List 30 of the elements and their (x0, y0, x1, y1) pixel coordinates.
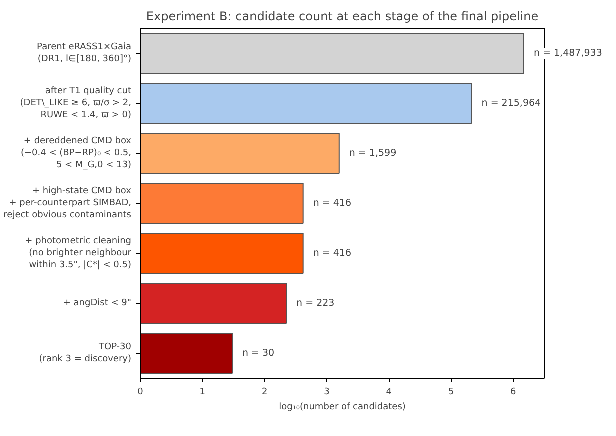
annotation: n = 416 (313, 198, 352, 209)
y-tick-label: Parent eRASS1×Gaia (DR1, l∈[180, 360]°) (37, 42, 132, 64)
bar (140, 83, 472, 124)
bar (140, 133, 340, 174)
bar (140, 283, 288, 324)
x-axis-title: log₁₀(number of candidates) (279, 402, 406, 412)
annotation: n = 416 (313, 248, 352, 259)
bar (140, 33, 524, 74)
annotation: n = 1,487,933 (534, 48, 602, 59)
y-tick-label: + high-state CMD box + per-counterpart SIMBAD, reject obvious contaminants (4, 186, 132, 220)
y-tick-label: TOP-30 (rank 3 = discovery) (39, 342, 132, 364)
x-tick-label: 3 (324, 388, 330, 398)
y-tick-label: after T1 quality cut (DET\_LIKE ≥ 6, ϖ/σ > 2, RUWE < 1.4, ϖ > 0) (20, 86, 132, 120)
y-tick-label: + dereddened CMD box (−0.4 < (BP−RP)₀ < 0.5, 5 < M_G,0 < 13) (20, 136, 132, 170)
bar (140, 233, 304, 274)
x-tick-label: 5 (448, 388, 454, 398)
annotation: n = 215,964 (482, 98, 542, 109)
annotation: n = 223 (296, 298, 335, 309)
chart-title: Experiment B: candidate count at each stage of the final pipeline (146, 10, 539, 24)
x-tick-label: 2 (262, 388, 268, 398)
x-tick-label: 6 (510, 388, 517, 398)
x-tick-label: 0 (138, 388, 144, 398)
x-tick-label: 1 (200, 388, 206, 398)
bar (140, 183, 304, 224)
bar (140, 333, 233, 374)
y-tick-label: + angDist < 9" (63, 298, 132, 308)
x-tick-label: 4 (386, 388, 392, 398)
y-tick-label: + photometric cleaning (no brighter neighbour within 3.5", |C*| < 0.5) (25, 236, 132, 270)
annotation: n = 1,599 (349, 148, 397, 159)
annotation: n = 30 (242, 348, 275, 359)
